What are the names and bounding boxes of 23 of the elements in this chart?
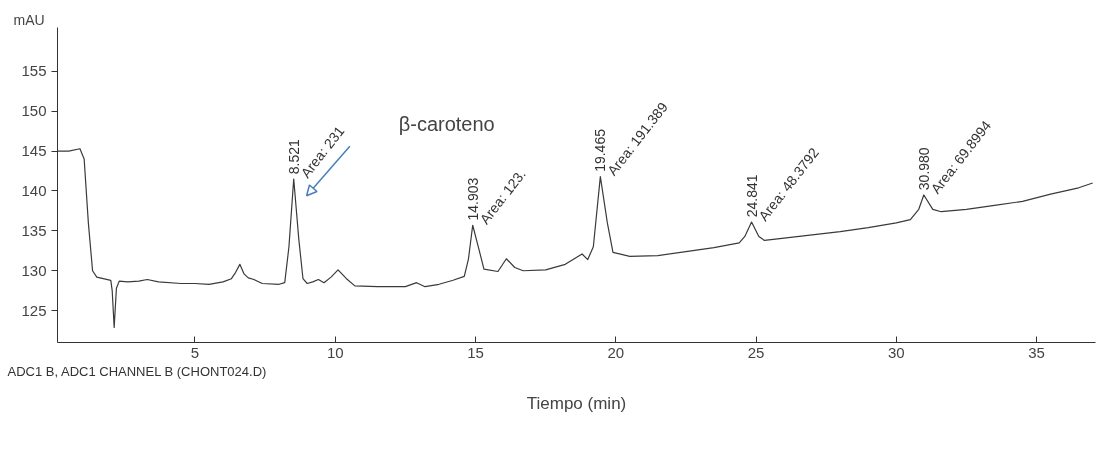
y-tick-label: 135 <box>21 221 47 239</box>
x-tick-label: 25 <box>747 343 765 361</box>
x-tick-label: 20 <box>607 343 625 361</box>
annotation: 19.465 <box>592 128 609 172</box>
x-tick-label: 10 <box>326 343 344 361</box>
y-tick-label: 140 <box>21 181 47 199</box>
y-tick-label: 145 <box>21 142 47 160</box>
x-axis-title: Tiempo (min) <box>526 394 627 413</box>
annotation: 8.521 <box>285 138 302 175</box>
x-tick-label: 15 <box>467 343 484 361</box>
y-axis-title: mAU <box>13 11 45 28</box>
x-tick-label: 30 <box>887 343 905 361</box>
y-tick-label: 125 <box>21 301 47 319</box>
annotation: 14.903 <box>464 177 481 221</box>
y-tick-label: 155 <box>21 62 47 80</box>
y-tick-label: 150 <box>21 102 47 120</box>
annotation: 24.841 <box>743 174 760 218</box>
annotation: 30.980 <box>915 147 932 191</box>
x-tick-label: 35 <box>1028 343 1045 361</box>
annotation: β-caroteno <box>398 113 495 136</box>
text: ADC1 B, ADC1 CHANNEL B (CHONT024.D) <box>7 363 267 379</box>
y-tick-label: 130 <box>21 261 47 279</box>
x-tick-label: 5 <box>190 343 200 361</box>
